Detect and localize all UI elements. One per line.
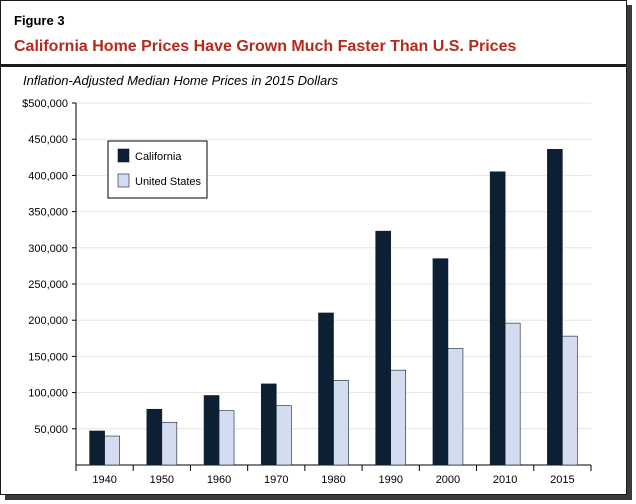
bar-united-states xyxy=(275,405,292,466)
bar-california xyxy=(432,258,449,466)
chart-subtitle: Inflation-Adjusted Median Home Prices in… xyxy=(23,73,339,88)
x-tick-label: 1990 xyxy=(378,474,402,486)
bar-california xyxy=(146,408,163,466)
y-tick-label: 100,000 xyxy=(28,388,68,400)
bar-united-states xyxy=(104,435,120,466)
legend-swatch-united-states xyxy=(117,173,130,188)
x-tick-label: 2000 xyxy=(436,474,460,486)
x-tick-label: 1950 xyxy=(150,474,174,486)
y-tick-label: 200,000 xyxy=(28,315,68,327)
legend-label-united-states: United States xyxy=(135,176,202,188)
bar-united-states xyxy=(333,379,349,466)
bar-united-states xyxy=(447,348,464,466)
x-tick-label: 2010 xyxy=(493,474,517,486)
figure-label: Figure 3 xyxy=(14,13,65,28)
legend-swatch-california xyxy=(117,148,130,163)
bar-california xyxy=(375,230,392,466)
x-tick-label: 1970 xyxy=(264,474,288,486)
bar-california xyxy=(89,430,105,466)
x-tick-label: 1960 xyxy=(207,474,231,486)
figure-panel: Figure 3 California Home Prices Have Gro… xyxy=(0,0,627,495)
x-tick-label: 1980 xyxy=(321,474,345,486)
bar-california xyxy=(203,395,220,466)
y-tick-label: 400,000 xyxy=(28,170,68,182)
bar-california xyxy=(260,383,277,466)
bar-united-states xyxy=(161,421,178,466)
y-tick-label: 450,000 xyxy=(28,134,68,146)
bar-united-states xyxy=(218,410,235,466)
bar-california xyxy=(318,312,334,466)
x-tick-label: 1940 xyxy=(92,474,116,486)
x-tick-label: 2015 xyxy=(550,474,574,486)
bar-california xyxy=(489,171,506,466)
bar-california xyxy=(547,149,563,466)
y-tick-label: 50,000 xyxy=(34,424,68,436)
y-tick-label: 250,000 xyxy=(28,279,68,291)
title-divider xyxy=(1,64,626,67)
y-tick-label: 150,000 xyxy=(28,351,68,363)
legend-label-california: California xyxy=(135,151,182,163)
y-tick-label: 350,000 xyxy=(28,207,68,219)
bar-chart: 50,000 100,000 150,000 200,000 250,000 300,00… xyxy=(22,98,592,486)
y-tick-label: 300,000 xyxy=(28,243,68,255)
bar-united-states xyxy=(562,335,578,466)
figure-title: California Home Prices Have Grown Much F… xyxy=(14,38,517,55)
bar-united-states xyxy=(390,369,407,466)
y-tick-label: $500,000 xyxy=(22,98,68,110)
bar-united-states xyxy=(504,322,521,466)
